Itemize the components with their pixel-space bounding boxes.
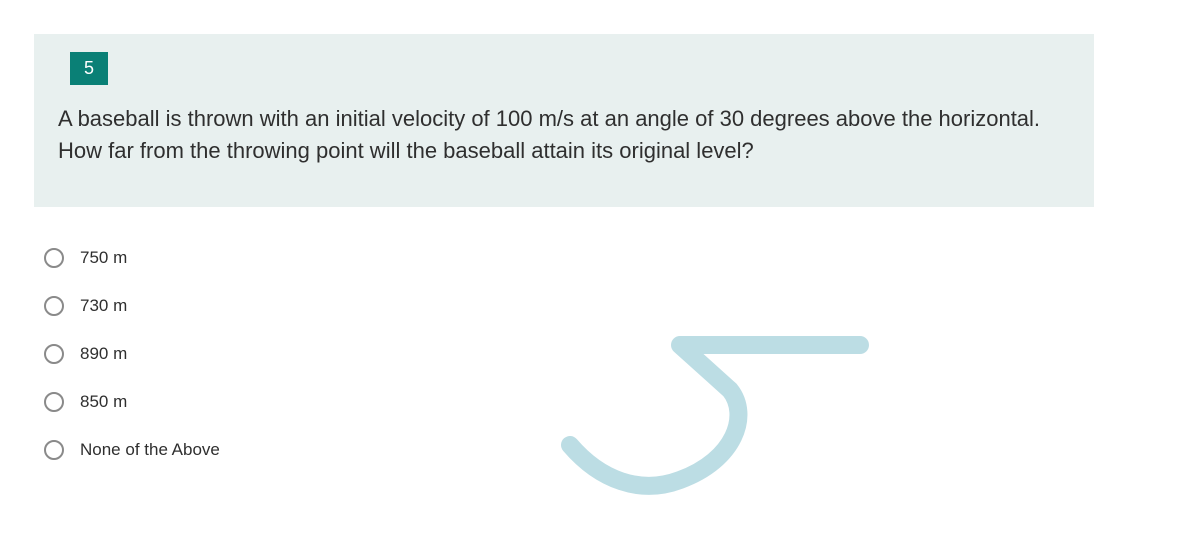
option-row[interactable]: 750 m xyxy=(44,248,220,268)
option-row[interactable]: None of the Above xyxy=(44,440,220,460)
question-text: A baseball is thrown with an initial vel… xyxy=(58,103,1070,167)
radio-icon[interactable] xyxy=(44,248,64,268)
question-number-text: 5 xyxy=(84,58,94,78)
option-label: 730 m xyxy=(80,296,127,316)
option-label: 750 m xyxy=(80,248,127,268)
scribble-path xyxy=(570,345,860,486)
option-row[interactable]: 890 m xyxy=(44,344,220,364)
option-row[interactable]: 730 m xyxy=(44,296,220,316)
option-label: None of the Above xyxy=(80,440,220,460)
question-number-badge: 5 xyxy=(70,52,108,85)
option-label: 850 m xyxy=(80,392,127,412)
question-card: 5 A baseball is thrown with an initial v… xyxy=(34,34,1094,207)
options-group: 750 m 730 m 890 m 850 m None of the Abov… xyxy=(44,248,220,488)
radio-icon[interactable] xyxy=(44,296,64,316)
radio-icon[interactable] xyxy=(44,440,64,460)
handwritten-annotation-icon xyxy=(560,330,880,530)
radio-icon[interactable] xyxy=(44,344,64,364)
option-row[interactable]: 850 m xyxy=(44,392,220,412)
radio-icon[interactable] xyxy=(44,392,64,412)
option-label: 890 m xyxy=(80,344,127,364)
